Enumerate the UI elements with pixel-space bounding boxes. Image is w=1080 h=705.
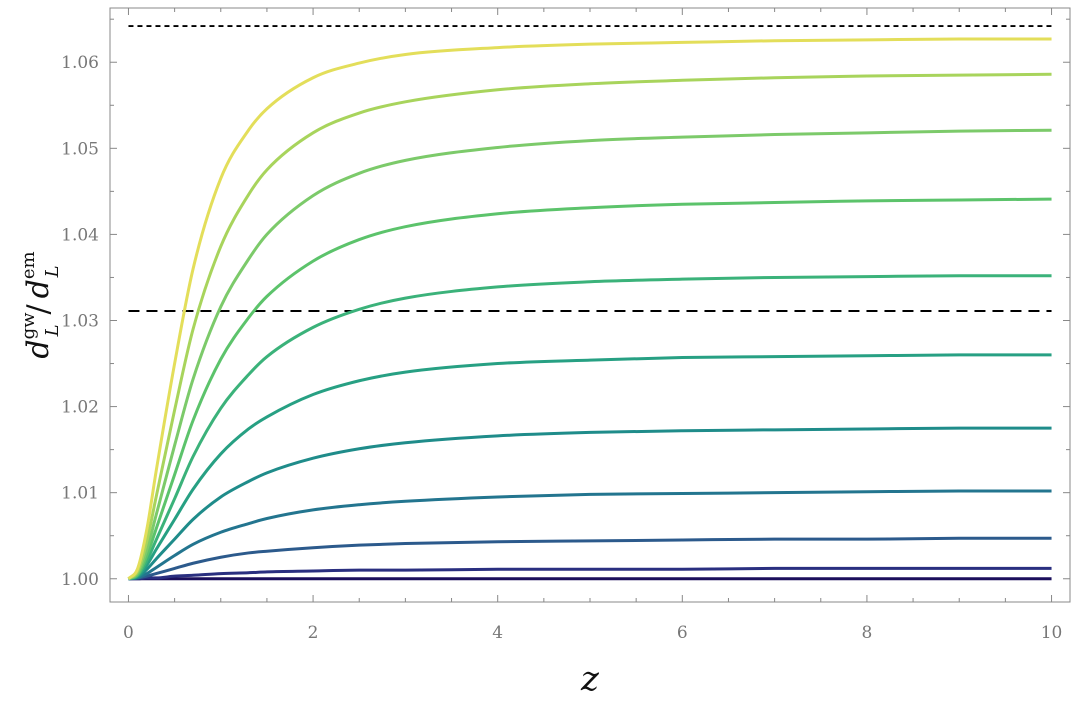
plot-frame <box>109 7 1071 603</box>
series-line-11 <box>127 37 1052 580</box>
series-line-4 <box>128 489 1052 581</box>
x-tick-label: 4 <box>492 623 503 643</box>
x-axis-label: z <box>580 659 600 699</box>
series-line-8 <box>127 197 1052 581</box>
x-tick-label: 8 <box>862 623 873 643</box>
series-line-3 <box>128 536 1052 581</box>
y-axis-label: dgw L/dem L <box>18 251 63 358</box>
y-tick-label: 1.01 <box>61 484 99 504</box>
ylabel-sup-num: gw <box>18 312 39 340</box>
reference-lines <box>128 25 1052 313</box>
series-line-10 <box>127 72 1052 580</box>
x-tick-label: 10 <box>1041 623 1063 643</box>
y-tick-label: 1.00 <box>61 570 99 590</box>
y-tick-label: 1.05 <box>61 139 99 159</box>
series-line-6 <box>128 353 1052 581</box>
series-line-2 <box>128 566 1052 581</box>
series-line-5 <box>128 426 1052 581</box>
ylabel-separator: / <box>21 303 56 314</box>
ylabel-sub-den: L <box>42 265 63 278</box>
y-tick-label: 1.02 <box>61 398 99 418</box>
ylabel-base-den: d <box>21 279 56 298</box>
ylabel-base-num: d <box>21 339 56 358</box>
x-axis-ticks: 0 2 4 6 8 10 <box>123 8 1062 643</box>
y-tick-label: 1.06 <box>61 53 99 73</box>
ylabel-sub-num: L <box>42 324 63 337</box>
x-tick-label: 2 <box>308 623 319 643</box>
y-axis-ticks: 1.00 1.01 1.02 1.03 1.04 1.05 1.06 <box>61 18 1070 590</box>
series-line-9 <box>127 128 1052 581</box>
x-tick-label: 0 <box>123 623 134 643</box>
ylabel-sup-den: em <box>18 251 39 279</box>
y-tick-label: 1.03 <box>61 311 99 331</box>
series-line-7 <box>127 274 1052 581</box>
x-tick-label: 6 <box>677 623 688 643</box>
series-lines <box>127 37 1052 581</box>
y-tick-label: 1.04 <box>61 225 99 245</box>
